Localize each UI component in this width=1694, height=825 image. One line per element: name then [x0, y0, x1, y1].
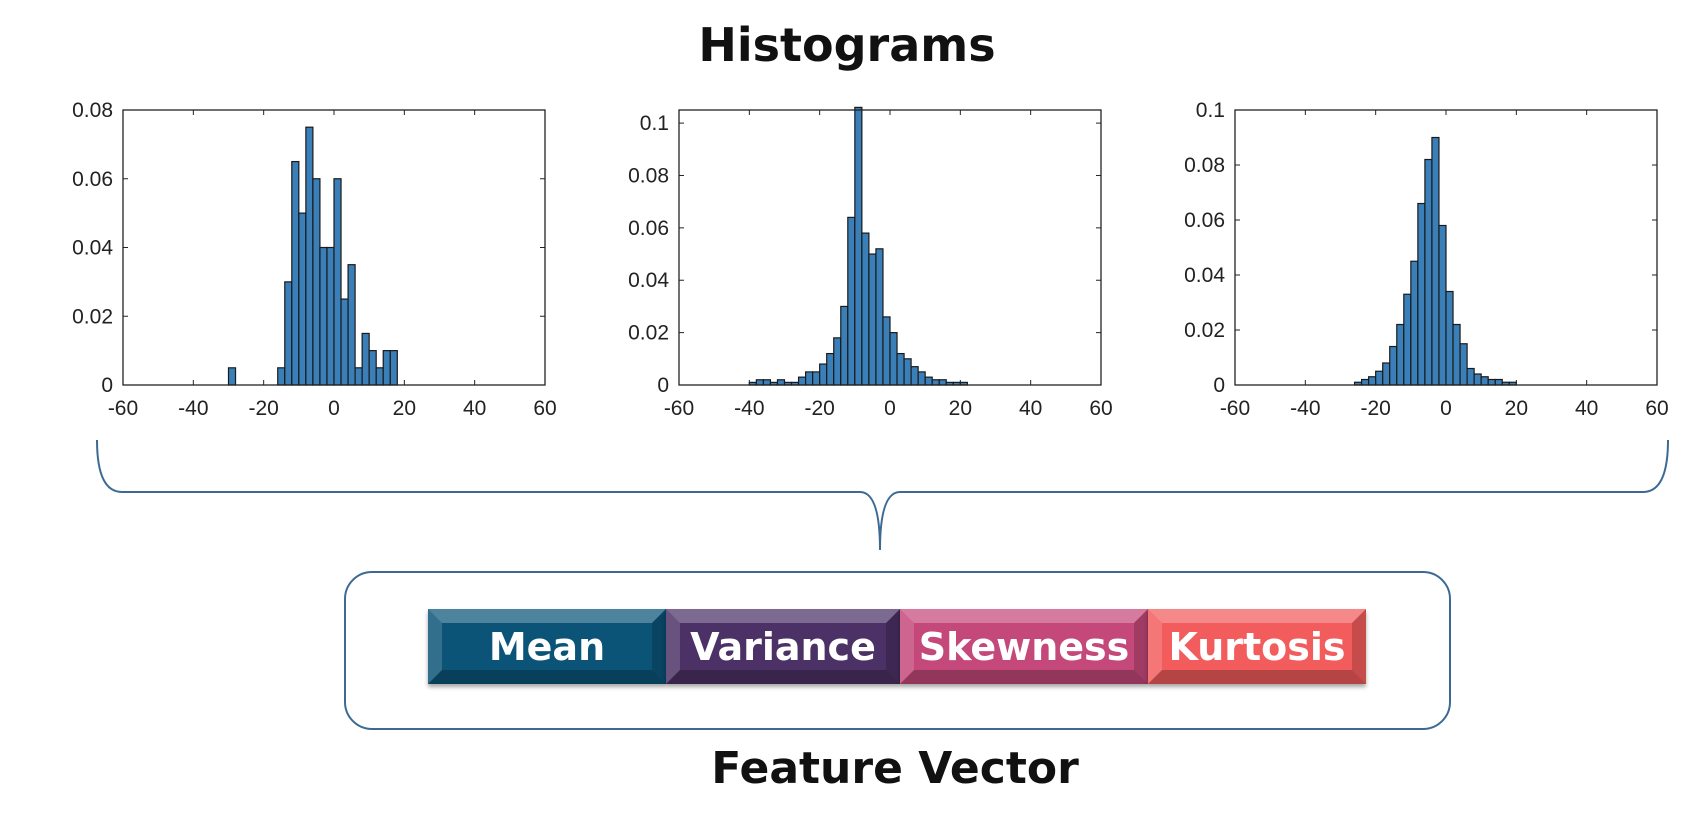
x-tick-label: 20 [1505, 397, 1528, 420]
y-tick-label: 0.04 [72, 237, 113, 260]
x-tick-label: 0 [1440, 397, 1452, 420]
x-tick-label: -40 [178, 397, 208, 420]
bevel-face [666, 609, 900, 623]
feature-kurtosis-label: Kurtosis [1168, 624, 1346, 669]
histogram-svg: -60 -40 -20 0 20 40 60 0 0.02 0.04 0.06 0.08 0.1 [1184, 99, 1669, 420]
x-tick-label: -20 [804, 397, 834, 420]
bevel-face [652, 609, 666, 684]
bevel-face [886, 609, 900, 684]
page-title: Histograms [698, 18, 996, 72]
y-tick-label: 0.1 [1196, 99, 1225, 122]
y-tick-label: 0.06 [72, 168, 113, 191]
x-tick-label: 60 [1089, 397, 1112, 420]
feature-kurtosis: Kurtosis [1148, 609, 1366, 684]
x-tick-label: 40 [1019, 397, 1042, 420]
histogram-svg: -60 -40 -20 0 20 40 60 0 0.02 0.04 0.06 0.08 [72, 99, 557, 420]
x-tick-label: -40 [734, 397, 764, 420]
brace-path [96, 439, 1669, 551]
y-tick-label: 0.02 [72, 305, 113, 328]
histogram-2: -60 -40 -20 0 20 40 60 0 0.02 0.04 0.06 0.08 0.1 [616, 96, 1136, 436]
x-tick-label: -20 [248, 397, 278, 420]
histogram-1: -60 -40 -20 0 20 40 60 0 0.02 0.04 0.06 0.08 [60, 96, 580, 436]
bevel-face [900, 609, 1148, 623]
feature-vector-container [344, 571, 1451, 730]
bevel-face [428, 609, 666, 623]
x-tick-label: -60 [108, 397, 138, 420]
bevel-face [1148, 670, 1366, 684]
feature-mean-label: Mean [488, 624, 606, 669]
x-tick-label: -40 [1290, 397, 1320, 420]
x-tick-label: 20 [393, 397, 416, 420]
y-tick-label: 0.04 [1184, 264, 1225, 287]
bevel-face [1148, 609, 1366, 623]
y-tick-label: 0.02 [1184, 319, 1225, 342]
x-tick-label: 20 [949, 397, 972, 420]
y-tick-label: 0.08 [72, 99, 113, 122]
y-tick-label: 0.06 [628, 217, 669, 240]
curly-brace-connector [96, 439, 1669, 551]
x-tick-label: 0 [884, 397, 896, 420]
histogram-3: -60 -40 -20 0 20 40 60 0 0.02 0.04 0.06 0.08 0.1 [1172, 96, 1692, 436]
x-tick-label: -60 [664, 397, 694, 420]
y-tick-label: 0.1 [640, 112, 669, 135]
y-tick-label: 0.08 [628, 164, 669, 187]
x-tick-label: -60 [1220, 397, 1250, 420]
feature-skewness: Skewness [900, 609, 1148, 684]
bevel-face [1352, 609, 1366, 684]
feature-variance: Variance [666, 609, 900, 684]
feature-skewness-label: Skewness [918, 624, 1130, 669]
feature-mean: Mean [428, 609, 666, 684]
bevel-face [900, 670, 1148, 684]
feature-variance-label: Variance [690, 624, 876, 669]
bevel-face [666, 670, 900, 684]
y-tick-label: 0.02 [628, 322, 669, 345]
x-tick-label: 0 [328, 397, 340, 420]
x-tick-label: 60 [1645, 397, 1668, 420]
bevel-face [1148, 609, 1162, 684]
x-tick-label: 40 [463, 397, 486, 420]
bevel-face [1134, 609, 1148, 684]
bevel-face [900, 609, 914, 684]
histogram-svg: -60 -40 -20 0 20 40 60 0 0.02 0.04 0.06 0.08 0.1 [628, 106, 1113, 420]
y-tick-label: 0.06 [1184, 209, 1225, 232]
y-tick-label: 0 [657, 374, 669, 397]
x-tick-label: -20 [1360, 397, 1390, 420]
y-tick-label: 0.08 [1184, 154, 1225, 177]
x-tick-label: 40 [1575, 397, 1598, 420]
y-tick-label: 0 [1213, 374, 1225, 397]
feature-vector-caption: Feature Vector [711, 743, 1079, 794]
bevel-face [428, 609, 442, 684]
bevel-face [428, 670, 666, 684]
y-tick-label: 0.04 [628, 269, 669, 292]
bevel-face [666, 609, 680, 684]
x-tick-label: 60 [533, 397, 556, 420]
y-tick-label: 0 [101, 374, 113, 397]
